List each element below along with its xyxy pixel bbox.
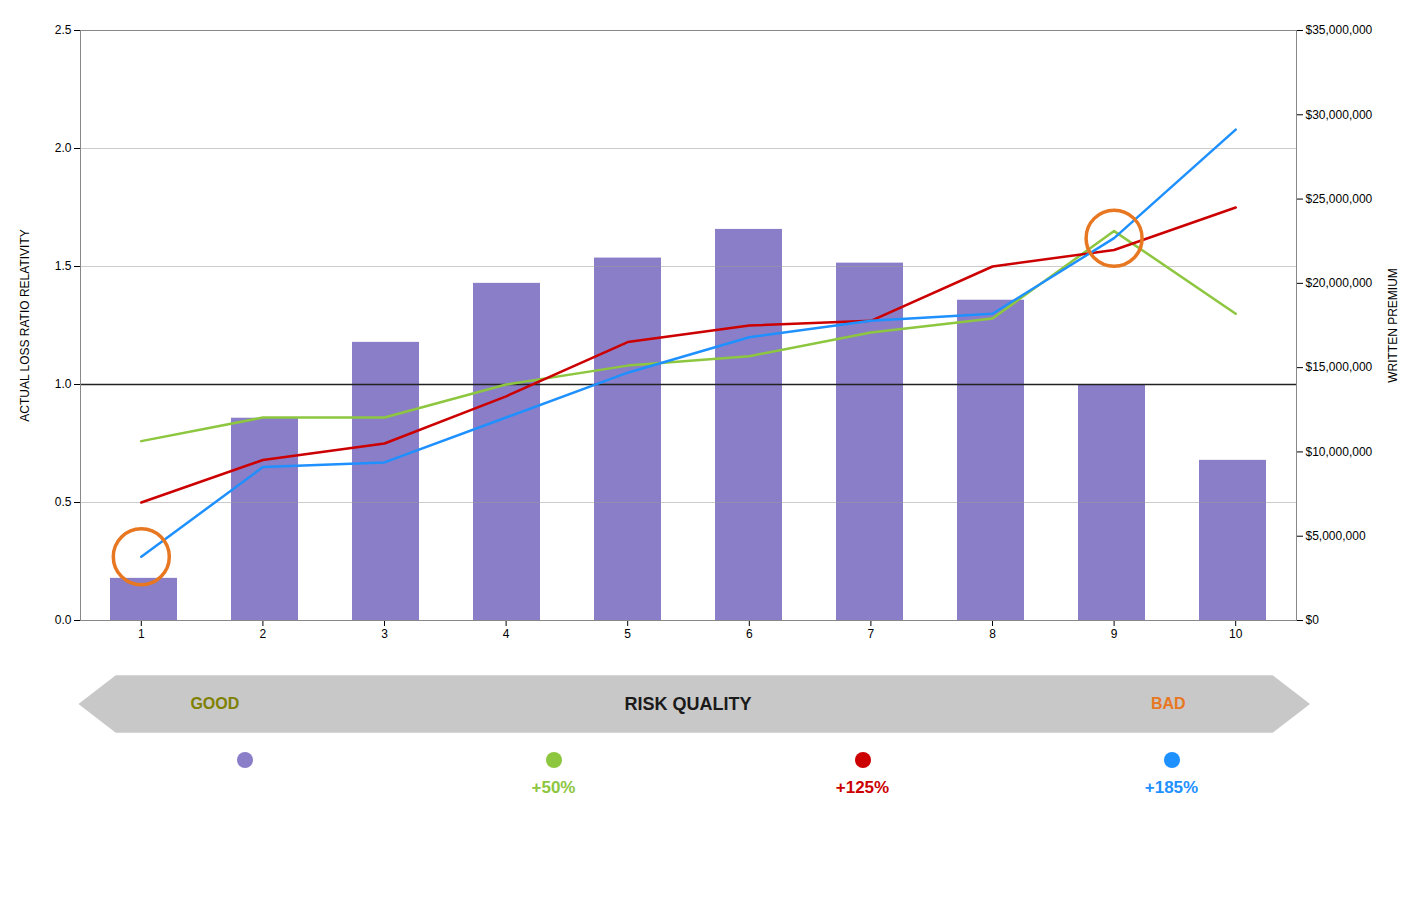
- html-text:+125%: +125%: [835, 778, 890, 797]
- svg-text:0.5: 0.5: [55, 495, 72, 509]
- svg-text:$35,000,000: $35,000,000: [1306, 23, 1373, 37]
- svg-text:8: 8: [989, 627, 996, 641]
- svg-text:5: 5: [624, 627, 631, 641]
- html-text:GOOD: GOOD: [190, 695, 240, 712]
- svg-text:1.0: 1.0: [55, 377, 72, 391]
- svg-text:$25,000,000: $25,000,000: [1306, 192, 1373, 206]
- html-text:RISK QUALITY: RISK QUALITY: [624, 693, 752, 714]
- svg-text:2: 2: [260, 627, 267, 641]
- svg-text:$0: $0: [1306, 613, 1320, 627]
- svg-text:0.0: 0.0: [55, 613, 72, 627]
- svg-text:7: 7: [868, 627, 875, 641]
- svg-text:3: 3: [381, 627, 388, 641]
- svg-text:1.5: 1.5: [55, 259, 72, 273]
- svg-text:$20,000,000: $20,000,000: [1306, 276, 1373, 290]
- html-text:BAD: BAD: [1150, 695, 1186, 712]
- svg-text:$10,000,000: $10,000,000: [1306, 445, 1373, 459]
- svg-text:$5,000,000: $5,000,000: [1306, 529, 1366, 543]
- svg-text:10: 10: [1229, 627, 1243, 641]
- svg-text:ACTUAL LOSS RATIO RELATIVITY: ACTUAL LOSS RATIO RELATIVITY: [18, 229, 32, 422]
- svg-text:WRITTEN PREMIUM: WRITTEN PREMIUM: [1386, 268, 1400, 383]
- svg-text:6: 6: [746, 627, 753, 641]
- svg-text:1: 1: [138, 627, 145, 641]
- svg-text:$15,000,000: $15,000,000: [1306, 360, 1373, 374]
- svg-text:2.0: 2.0: [55, 141, 72, 155]
- html-text:+50%: +50%: [531, 778, 576, 797]
- svg-text:9: 9: [1111, 627, 1118, 641]
- svg-text:4: 4: [503, 627, 510, 641]
- svg-text:2.5: 2.5: [55, 23, 72, 37]
- svg-text:$30,000,000: $30,000,000: [1306, 108, 1373, 122]
- html-text:+185%: +185%: [1144, 778, 1199, 797]
